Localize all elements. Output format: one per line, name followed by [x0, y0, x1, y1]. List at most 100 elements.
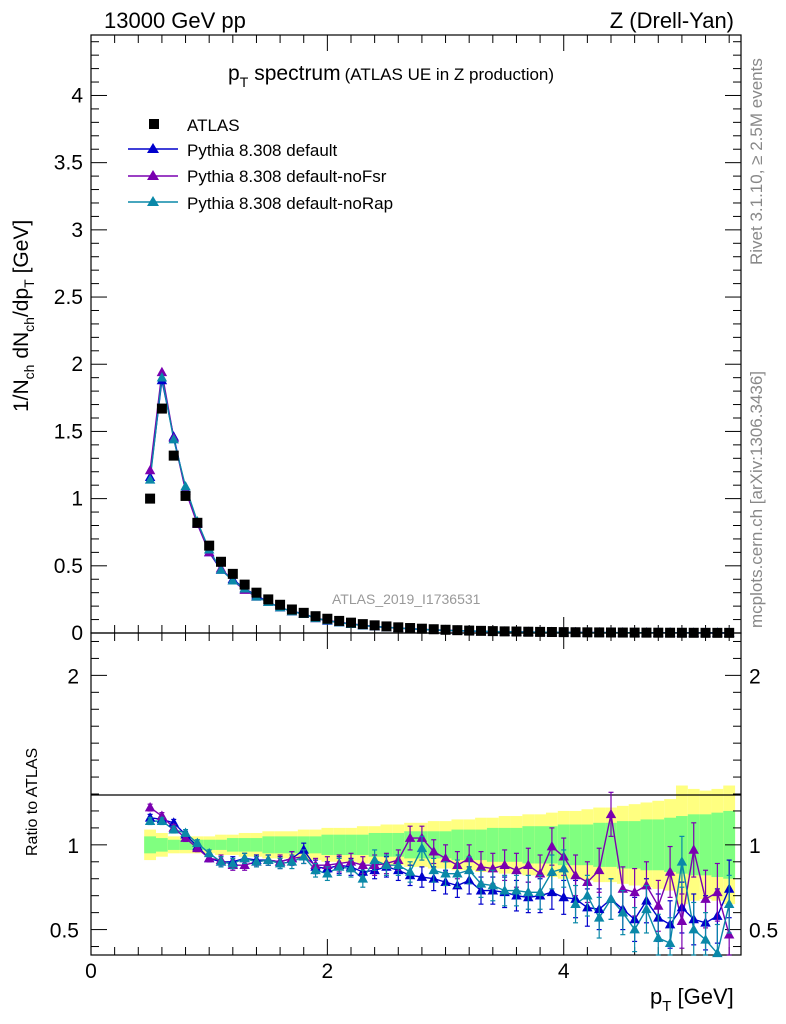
legend-marker-atlas: [149, 119, 159, 129]
marker-atlas: [357, 619, 368, 630]
ratio-marker-norap: [357, 873, 369, 883]
marker-atlas: [452, 625, 463, 636]
marker-atlas: [393, 622, 404, 633]
band-inner: [699, 814, 712, 876]
legend-marker-nofsr: [147, 170, 159, 180]
ratio-tick-label-right: 0.5: [749, 920, 778, 943]
marker-atlas: [251, 587, 262, 598]
x-tick-label: 2: [322, 960, 334, 983]
ratio-marker-norap: [487, 880, 499, 890]
ratio-marker-nofsr: [180, 832, 191, 842]
ratio-marker-norap: [641, 903, 652, 914]
spectrum-panel: 00.511.522.533.54 pT spectrum (ATLAS UE in…: [10, 34, 742, 645]
ratio-marker-norap: [180, 827, 191, 837]
ratio-marker-norap: [534, 886, 546, 897]
marker-atlas: [369, 620, 380, 631]
ratio-marker-nofsr: [322, 859, 333, 870]
y-tick-label: 2.5: [54, 286, 83, 309]
band-inner: [333, 834, 346, 856]
ratio-marker-norap: [404, 866, 416, 876]
ratio-marker-nofsr: [203, 852, 215, 863]
ratio-marker-norap: [676, 856, 688, 866]
band-inner: [640, 819, 653, 871]
ratio-marker-nofsr: [688, 844, 699, 854]
marker-atlas: [227, 568, 238, 579]
ratio-marker-norap: [440, 868, 451, 878]
band-inner: [486, 827, 499, 862]
ratio-tick-label-right: 2: [749, 665, 761, 688]
upper-series: [144, 366, 735, 638]
band-inner: [581, 824, 594, 866]
ratio-marker-nofsr: [605, 808, 617, 819]
marker-atlas: [499, 626, 510, 637]
marker-atlas: [263, 594, 274, 605]
marker-atlas: [286, 604, 297, 615]
marker-atlas: [487, 626, 498, 637]
marker-atlas: [428, 624, 439, 635]
legend-label-nofsr: Pythia 8.308 default-noFsr: [187, 167, 387, 186]
ratio-marker-nofsr: [511, 864, 522, 875]
ratio-marker-norap: [298, 851, 309, 861]
y-tick-label: 3: [71, 219, 83, 242]
ratio-marker-norap: [463, 864, 475, 875]
marker-norap: [156, 372, 168, 382]
xlabel-rest: [GeV]: [671, 984, 733, 1009]
ratio-marker-norap: [215, 856, 227, 866]
ratio-marker-norap: [617, 907, 629, 917]
ratio-marker-norap: [558, 863, 569, 873]
band-inner: [321, 834, 334, 856]
legend-marker-norap: [147, 196, 159, 206]
band-inner: [274, 836, 286, 854]
ratio-marker-default: [298, 844, 309, 854]
ylabel-b: dN: [10, 332, 33, 365]
title-sub: T: [240, 74, 249, 90]
band-inner: [711, 812, 724, 878]
marker-atlas: [546, 627, 557, 638]
ratio-tick-label-left: 1: [67, 835, 79, 858]
band-inner: [605, 822, 617, 867]
ratio-marker-nofsr: [641, 880, 652, 890]
ratio-marker-nofsr: [534, 868, 546, 878]
ratio-marker-norap: [712, 947, 723, 958]
y-tick-label: 1: [71, 488, 83, 511]
ratio-marker-nofsr: [546, 841, 558, 851]
ratio-marker-norap: [664, 937, 676, 947]
ratio-marker-nofsr: [428, 846, 439, 856]
ratio-marker-norap: [310, 864, 321, 875]
ratio-marker-norap: [582, 890, 593, 900]
band-inner: [628, 821, 641, 869]
ratio-marker-norap: [593, 912, 605, 922]
title-note: (ATLAS UE in Z production): [345, 65, 554, 84]
marker-atlas: [416, 623, 427, 634]
ratio-marker-norap: [511, 885, 522, 895]
ratio-marker-nofsr: [593, 864, 605, 875]
marker-atlas: [570, 627, 581, 638]
ratio-series: [144, 791, 735, 958]
header-right: Z (Drell-Yan): [610, 8, 734, 33]
y-tick-label: 0: [71, 622, 83, 645]
xlabel-sub: T: [662, 998, 671, 1015]
xlabel-main: p: [650, 984, 662, 1009]
marker-norap: [168, 433, 179, 444]
marker-norap: [144, 474, 156, 484]
band-inner: [380, 832, 393, 857]
ratio-marker-nofsr: [653, 900, 664, 910]
ratio-marker-norap: [499, 885, 510, 895]
band-inner: [451, 829, 464, 861]
title-main: p: [228, 62, 240, 85]
band-inner: [156, 838, 168, 852]
legend-label-norap: Pythia 8.308 default-noRap: [187, 194, 393, 213]
marker-atlas: [310, 611, 321, 622]
ratio-marker-norap: [605, 893, 617, 903]
y-axis-label: 1/Nch dNch/dpT [GeV]: [10, 220, 37, 412]
band-inner: [498, 827, 511, 862]
legend-marker-default: [147, 143, 159, 153]
marker-atlas: [476, 625, 486, 636]
y-tick-label: 0.5: [54, 555, 83, 578]
ylabel-c: /dp: [10, 288, 33, 317]
ratio-marker-nofsr: [357, 859, 369, 870]
ratio-marker-nofsr: [475, 861, 487, 871]
marker-atlas: [558, 627, 569, 638]
ratio-marker-nofsr: [629, 886, 640, 897]
marker-atlas: [535, 626, 546, 637]
